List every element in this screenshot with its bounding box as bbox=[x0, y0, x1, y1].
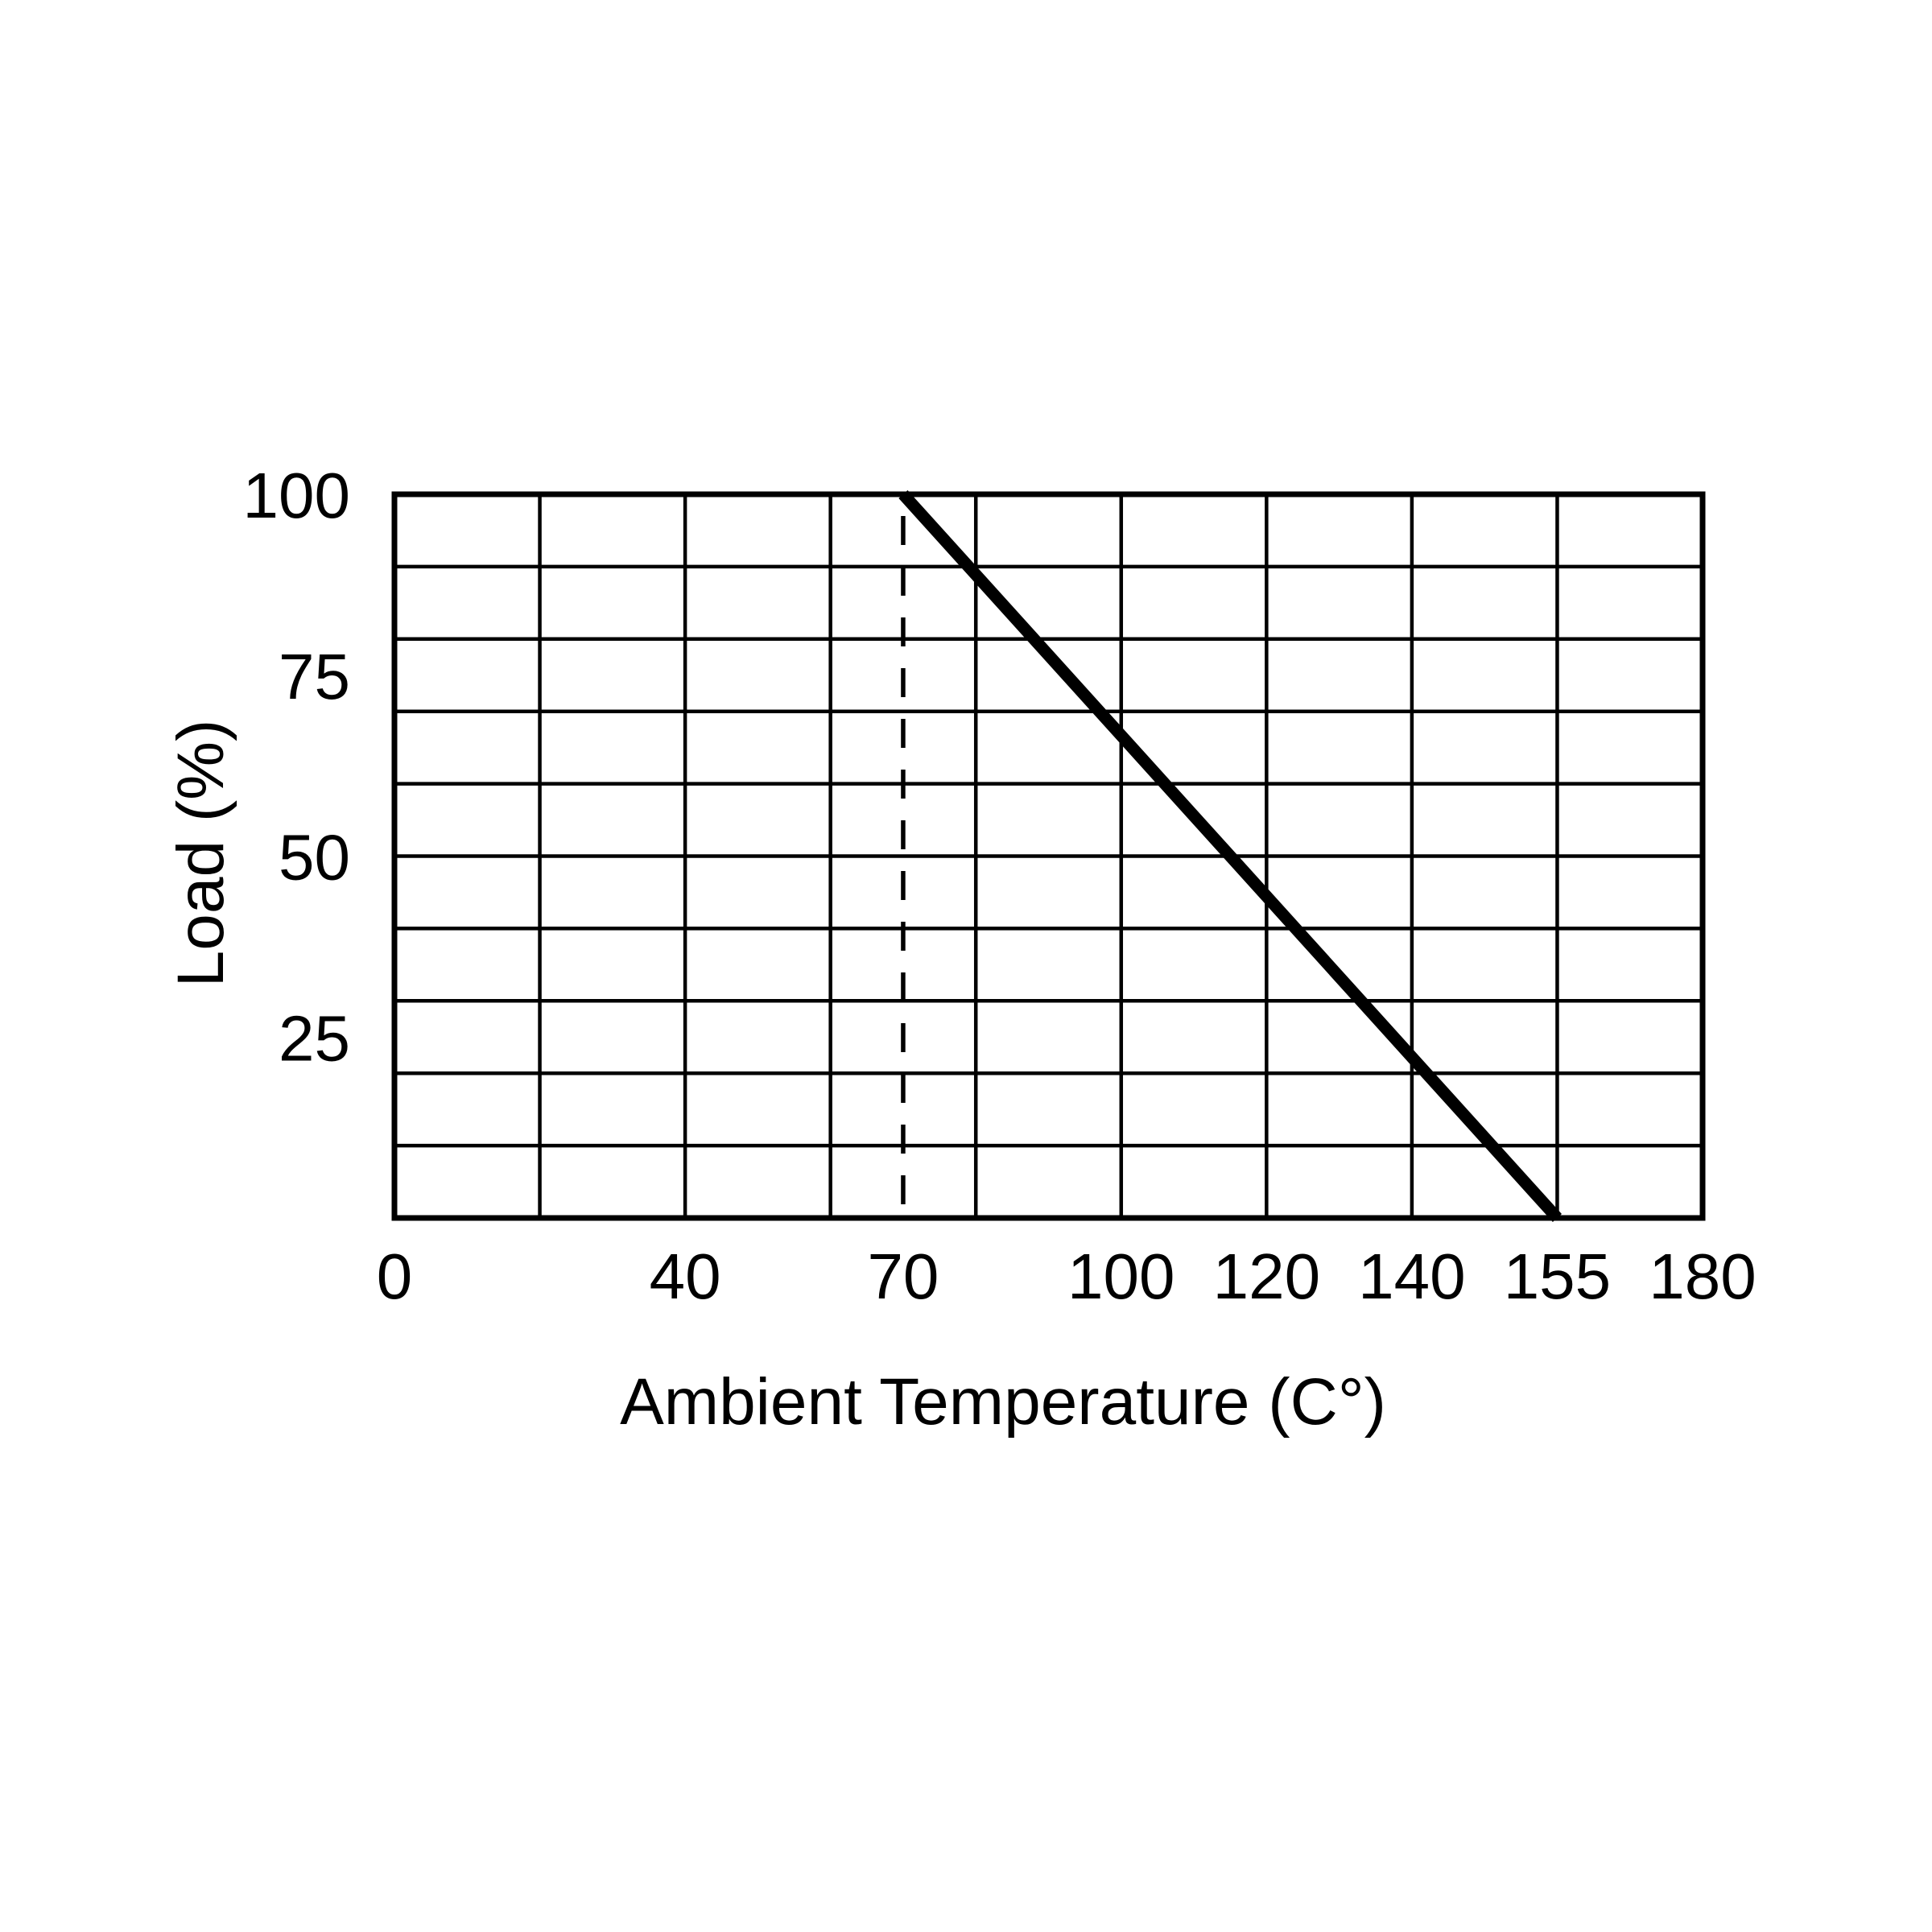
x-tick-label: 100 bbox=[1067, 1241, 1174, 1312]
y-tick-label: 75 bbox=[279, 641, 350, 712]
x-tick-label: 70 bbox=[867, 1241, 939, 1312]
y-axis-title: Load (%) bbox=[164, 719, 237, 988]
x-tick-label: 40 bbox=[650, 1241, 721, 1312]
plot-border bbox=[391, 491, 1706, 1221]
x-tick-label: 0 bbox=[377, 1241, 413, 1312]
x-tick-label: 180 bbox=[1649, 1241, 1756, 1312]
y-tick-label: 25 bbox=[279, 1002, 350, 1074]
y-tick-label: 50 bbox=[279, 822, 350, 894]
load-derating-line bbox=[898, 489, 1563, 1223]
x-axis-title: Ambient Temperature (C°) bbox=[620, 1365, 1386, 1439]
x-tick-label: 155 bbox=[1504, 1241, 1611, 1312]
y-tick-label: 100 bbox=[243, 460, 350, 531]
x-tick-label: 140 bbox=[1358, 1241, 1465, 1312]
x-tick-label: 120 bbox=[1213, 1241, 1320, 1312]
